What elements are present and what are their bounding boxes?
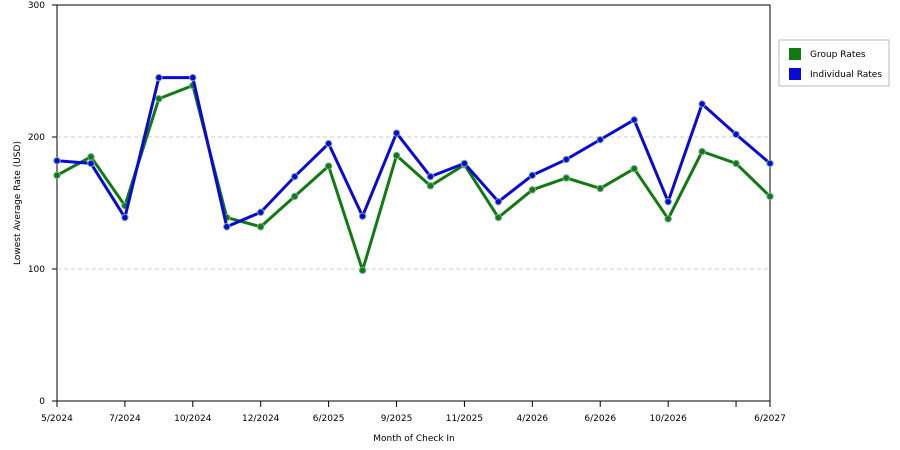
y-tick-label: 100: [28, 265, 45, 275]
point: [121, 213, 129, 222]
x-tick-label: 6/2027: [754, 414, 786, 424]
point: [290, 172, 299, 181]
point: [732, 130, 740, 139]
point: [257, 223, 265, 231]
y-tick-label: 200: [28, 133, 45, 143]
point: [766, 192, 774, 201]
x-tick-label: 12/2024: [242, 414, 280, 424]
point: [494, 197, 503, 206]
point: [664, 197, 672, 206]
point: [630, 164, 638, 173]
point: [290, 192, 299, 201]
x-tick-label: 6/2025: [313, 414, 345, 424]
point: [257, 208, 265, 216]
point: [766, 159, 774, 168]
legend-swatch: [789, 48, 801, 60]
legend-swatch: [789, 68, 801, 80]
point: [358, 266, 367, 275]
point: [698, 100, 706, 108]
series-line: [56, 76, 771, 229]
point: [155, 95, 163, 103]
point: [664, 215, 672, 223]
x-tick-label: 11/2025: [446, 414, 483, 424]
legend-label: Individual Rates: [810, 70, 882, 80]
point: [223, 223, 231, 231]
x-tick-label: 9/2025: [381, 414, 413, 424]
y-tick-label: 300: [28, 1, 45, 11]
point: [155, 73, 163, 82]
x-tick-label: 10/2024: [174, 414, 212, 424]
point: [87, 153, 95, 161]
point: [528, 171, 537, 179]
point: [53, 171, 61, 179]
point: [392, 151, 401, 160]
point: [426, 172, 435, 181]
point: [630, 116, 638, 124]
point: [732, 159, 740, 168]
point: [596, 184, 604, 193]
point: [698, 147, 706, 156]
point: [528, 186, 537, 194]
y-tick-label: 0: [39, 397, 45, 407]
x-tick-label: 10/2026: [649, 414, 687, 424]
point: [392, 129, 401, 137]
point: [562, 174, 570, 182]
point: [494, 213, 503, 222]
point: [324, 162, 333, 170]
point: [189, 73, 197, 82]
x-tick-label: 7/2024: [109, 414, 141, 424]
plot-frame: [56, 4, 771, 402]
point: [324, 139, 333, 148]
point: [53, 157, 61, 165]
point: [460, 159, 469, 168]
point: [596, 135, 604, 144]
point: [426, 182, 435, 190]
point: [562, 155, 570, 164]
point: [87, 159, 95, 168]
point: [358, 212, 367, 220]
y-axis-label: Lowest Average Rate (USD): [13, 141, 23, 265]
x-axis-label: Month of Check In: [373, 434, 455, 444]
legend-label: Group Rates: [810, 50, 866, 60]
series-line: [56, 84, 772, 272]
x-tick-label: 5/2024: [41, 414, 73, 424]
x-tick-label: 6/2026: [584, 414, 616, 424]
x-tick-label: 4/2026: [516, 414, 548, 424]
